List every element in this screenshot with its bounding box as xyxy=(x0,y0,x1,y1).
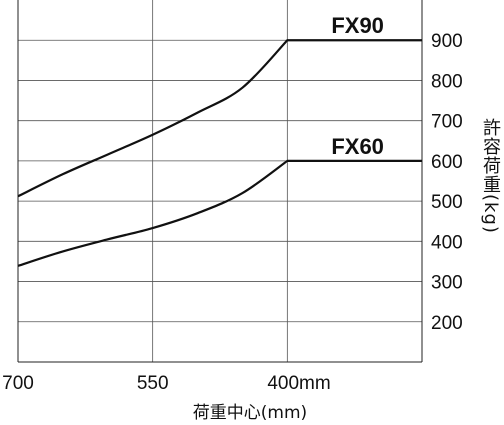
y-tick-label: 700 xyxy=(431,112,463,133)
y-axis-title: 許容荷重(kg) xyxy=(480,118,501,234)
y-tick-label: 900 xyxy=(431,31,463,52)
y-tick-label: 400 xyxy=(431,232,463,253)
series-label-fx90: FX90 xyxy=(331,13,384,38)
y-tick-label: 800 xyxy=(431,71,463,92)
x-tick-labels: 700 550 400mm xyxy=(2,373,331,394)
y-tick-label: 600 xyxy=(431,152,463,173)
y-tick-labels: 200 300 400 500 600 700 800 900 xyxy=(431,31,463,334)
series-label-fx60: FX60 xyxy=(331,134,384,159)
x-tick-label: 400mm xyxy=(267,373,330,394)
series-labels: FX90 FX60 xyxy=(331,13,384,159)
x-tick-label: 700 xyxy=(2,373,34,394)
grid xyxy=(17,0,423,363)
y-tick-label: 300 xyxy=(431,273,463,294)
y-tick-label: 500 xyxy=(431,192,463,213)
series-lines xyxy=(17,39,422,267)
series-line-fx90 xyxy=(17,39,422,198)
series-line-fx60 xyxy=(17,159,422,267)
x-tick-label: 550 xyxy=(137,373,169,394)
x-axis-title: 荷重中心(mm) xyxy=(193,403,307,423)
y-tick-label: 200 xyxy=(431,313,463,334)
